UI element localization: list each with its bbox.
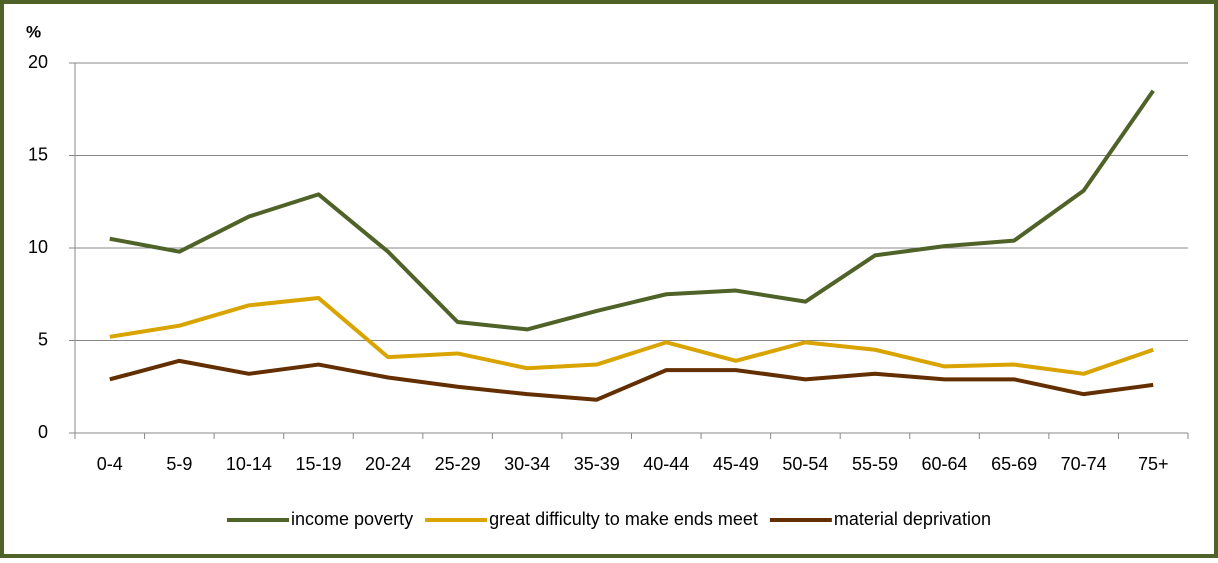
x-tick-label: 40-44 (643, 454, 689, 474)
legend-label: income poverty (291, 509, 413, 529)
y-tick-label: 10 (28, 237, 48, 257)
x-tick-label: 45-49 (713, 454, 759, 474)
x-tick-label: 75+ (1138, 454, 1169, 474)
x-tick-label: 50-54 (782, 454, 828, 474)
x-tick-label: 65-69 (991, 454, 1037, 474)
y-tick-label: 15 (28, 144, 48, 164)
y-tick-label: 20 (28, 52, 48, 72)
x-tick-label: 30-34 (504, 454, 550, 474)
x-tick-label: 70-74 (1061, 454, 1107, 474)
x-tick-label: 55-59 (852, 454, 898, 474)
y-axis-label: % (26, 22, 41, 41)
x-tick-label: 60-64 (922, 454, 968, 474)
x-tick-label: 25-29 (435, 454, 481, 474)
legend-label: material deprivation (834, 509, 991, 529)
series-line (109, 295, 1154, 376)
x-tick-label: 20-24 (365, 454, 411, 474)
y-tick-label: 5 (38, 329, 48, 349)
legend-label: great difficulty to make ends meet (489, 509, 758, 529)
x-tick-label: 0-4 (97, 454, 123, 474)
x-tick-label: 15-19 (295, 454, 341, 474)
x-tick-label: 35-39 (574, 454, 620, 474)
x-tick-label: 5-9 (166, 454, 192, 474)
x-tick-label: 10-14 (226, 454, 272, 474)
y-tick-label: 0 (38, 422, 48, 442)
series-line (109, 358, 1154, 402)
series-line (109, 89, 1155, 332)
